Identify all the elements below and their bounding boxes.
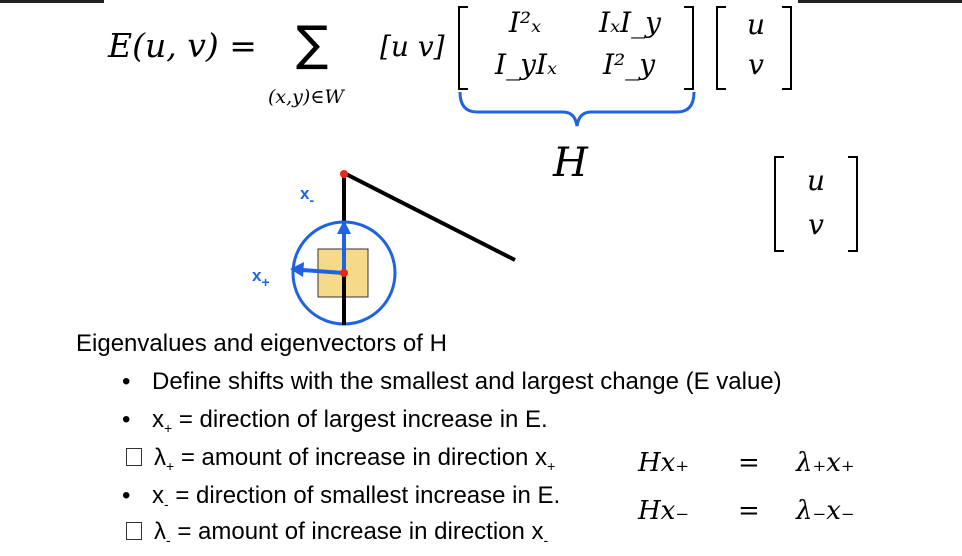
center-point <box>340 269 348 277</box>
eigen-eq-minus-rhs: λ₋x₋ <box>796 496 855 526</box>
side-vector-v: v <box>808 208 824 241</box>
bullet-4: • x- = direction of smallest increase in … <box>122 482 561 512</box>
row-vector: [u v] <box>380 30 445 63</box>
matrix-cell-11: I²ₓ <box>508 6 542 39</box>
side-vector-bracket-right <box>848 156 858 252</box>
bullet-3: λ+ = amount of increase in direction x+ <box>122 444 555 474</box>
vector-bracket-right <box>782 6 792 90</box>
eigen-eq-plus-lhs: Hx₊ <box>638 448 690 478</box>
label-x-plus: x+ <box>252 266 270 290</box>
label-x-minus: x- <box>300 184 315 208</box>
corner-figure <box>290 170 516 326</box>
section-heading: Eigenvalues and eigenvectors of H <box>76 330 447 357</box>
brace-label: H <box>553 140 588 186</box>
vector-u: u <box>746 8 766 41</box>
sum-symbol: ∑ <box>296 16 329 72</box>
eigvec-plus <box>301 268 345 275</box>
edge-diagonal <box>343 171 516 262</box>
side-vector-u: u <box>806 164 826 197</box>
eigen-eq-plus-equals: = <box>738 448 760 478</box>
bullet-5: λ- = amount of increase in direction x- <box>122 518 548 548</box>
sum-subscript: (x,y)∈W <box>268 86 344 108</box>
eigen-eq-minus-equals: = <box>738 496 760 526</box>
top-rule-right <box>798 0 962 3</box>
matrix-bracket-right <box>684 6 694 90</box>
matrix-cell-22: I²_y <box>602 48 656 81</box>
box-marker <box>126 448 142 466</box>
matrix-cell-12: IₓI_y <box>599 6 661 39</box>
eigvec-minus-arrowhead <box>337 220 351 234</box>
eigen-eq-minus-lhs: Hx₋ <box>638 496 690 526</box>
matrix-bracket-left <box>458 6 468 90</box>
bullet-1: • Define shifts with the smallest and lar… <box>122 368 782 395</box>
top-rule-left <box>0 0 104 3</box>
brace-H <box>458 91 696 127</box>
eigen-eq-plus-rhs: λ₊x₊ <box>796 448 855 478</box>
equation-lhs: E(u, v) = <box>108 26 257 65</box>
vector-v: v <box>748 48 764 81</box>
bullet-2: • x+ = direction of largest increase in E… <box>122 406 548 436</box>
eigvec-plus-arrowhead <box>290 262 304 277</box>
corner-point <box>340 170 348 178</box>
vector-bracket-left <box>716 6 726 90</box>
matrix-cell-21: I_yIₓ <box>495 48 557 81</box>
box-marker <box>126 522 142 540</box>
side-vector-bracket-left <box>774 156 784 252</box>
